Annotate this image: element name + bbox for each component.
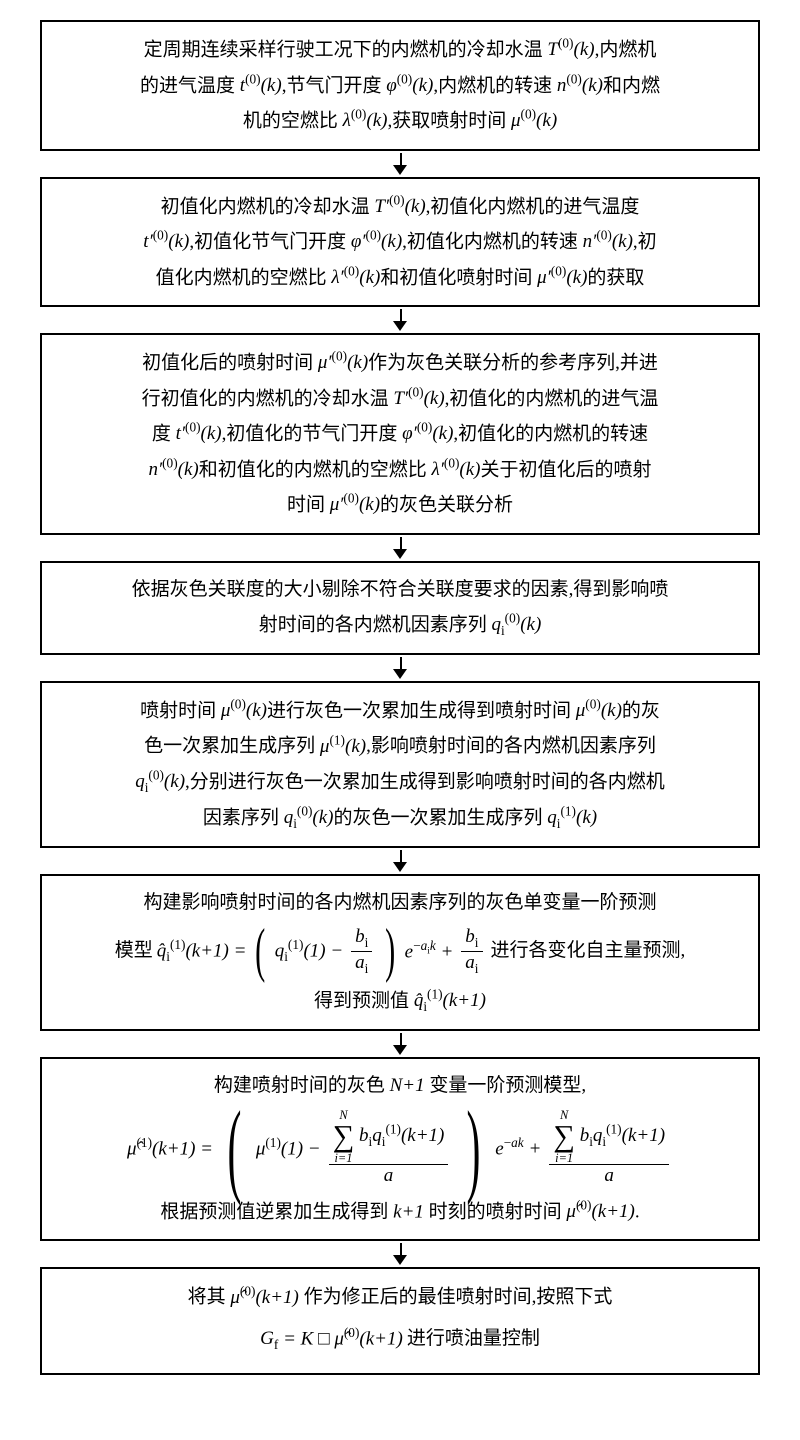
equation: μ̂(1)(k+1) = ( μ(1)(1) − N∑i=1 biqi(1)(k…	[56, 1109, 744, 1188]
text: 根据预测值逆累加生成得到	[160, 1201, 388, 1222]
text: ,初值化的节气门开度	[222, 423, 398, 444]
step-2-box: 初值化内燃机的冷却水温 T′(0)(k),初值化内燃机的进气温度 t′(0)(k…	[40, 177, 760, 308]
text: 射时间的各内燃机因素序列	[259, 614, 487, 635]
sym: μ(0)(k)	[576, 700, 622, 721]
sym: qi(0)(k)	[491, 614, 541, 635]
text: 得到预测值	[314, 990, 409, 1011]
text: 的获取	[587, 267, 644, 288]
text: 的进气温度	[140, 75, 235, 96]
equation: Gf = K □ μ̂(0)(k+1) 进行喷油量控制	[56, 1321, 744, 1357]
text: ,节气门开度	[282, 75, 382, 96]
text: 关于初值化后的喷射	[481, 459, 652, 480]
sym: t(0)(k)	[240, 75, 282, 96]
text: 定周期连续采样行驶工况下的内燃机的冷却水温	[144, 39, 543, 60]
step-8-box: 将其 μ̂(0)(k+1) 作为修正后的最佳喷射时间,按照下式 Gf = K □…	[40, 1267, 760, 1375]
sym: t′(0)(k)	[143, 231, 189, 252]
flowchart-root: 定周期连续采样行驶工况下的内燃机的冷却水温 T(0)(k),内燃机 的进气温度 …	[20, 20, 780, 1375]
step-5-box: 喷射时间 μ(0)(k)进行灰色一次累加生成得到喷射时间 μ(0)(k)的灰 色…	[40, 681, 760, 848]
text: ,内燃机	[595, 39, 657, 60]
text: ,获取喷射时间	[387, 110, 506, 131]
text: ,初值化的内燃机的转速	[453, 423, 648, 444]
sym: μ̂(0)(k+1)	[230, 1287, 298, 1308]
text: 初值化内燃机的冷却水温	[161, 196, 370, 217]
text: 进行灰色一次累加生成得到喷射时间	[267, 700, 571, 721]
sym: n′(0)(k)	[148, 459, 198, 480]
sym: n(0)(k)	[557, 75, 603, 96]
text: 进行各变化自主量预测,	[491, 934, 686, 968]
text: 和初值化喷射时间	[380, 267, 532, 288]
sym: N+1	[390, 1075, 425, 1096]
sym: μ′(0)(k)	[318, 352, 368, 373]
sym: μ(0)(k)	[511, 110, 557, 131]
text: 因素序列	[203, 807, 279, 828]
text: 构建影响喷射时间的各内燃机因素序列的灰色单变量一阶预测	[143, 892, 656, 913]
text: ,分别进行灰色一次累加生成得到影响喷射时间的各内燃机	[185, 771, 665, 792]
sym: k+1	[393, 1201, 424, 1222]
sym: qi(0)(k)	[284, 807, 334, 828]
text: 时间	[287, 494, 325, 515]
text: 将其	[188, 1287, 226, 1308]
text: .	[635, 1201, 640, 1222]
sym: μ(0)(k)	[221, 700, 267, 721]
sym: μ′(0)(k)	[330, 494, 380, 515]
text: ,初值化的内燃机的进气温	[445, 388, 659, 409]
text: 作为灰色关联分析的参考序列,并进	[368, 352, 658, 373]
sym: μ̂(0)(k+1)	[566, 1201, 634, 1222]
text: 时刻的喷射时间	[429, 1201, 562, 1222]
sym: φ′(0)(k)	[351, 231, 402, 252]
sym: μ(1)(k)	[320, 736, 366, 757]
sym: T(0)(k)	[547, 39, 594, 60]
text: ,初值化节气门开度	[189, 231, 346, 252]
text: ,内燃机的转速	[433, 75, 552, 96]
text: 作为修正后的最佳喷射时间,按照下式	[304, 1287, 613, 1308]
sym: φ(0)(k)	[386, 75, 433, 96]
text: 和内燃	[603, 75, 660, 96]
step-4-box: 依据灰色关联度的大小剔除不符合关联度要求的因素,得到影响喷 射时间的各内燃机因素…	[40, 561, 760, 655]
text: 依据灰色关联度的大小剔除不符合关联度要求的因素,得到影响喷	[132, 579, 669, 600]
text: 机的空燃比	[243, 110, 338, 131]
text: 度	[152, 423, 171, 444]
sym: φ′(0)(k)	[402, 423, 453, 444]
text: ,初	[633, 231, 657, 252]
sym: t′(0)(k)	[176, 423, 222, 444]
text: 色一次累加生成序列	[144, 736, 315, 757]
sym: μ′(0)(k)	[537, 267, 587, 288]
text: 的灰色一次累加生成序列	[334, 807, 543, 828]
sym: λ′(0)(k)	[432, 459, 481, 480]
text: 和初值化的内燃机的空燃比	[199, 459, 427, 480]
step-1-box: 定周期连续采样行驶工况下的内燃机的冷却水温 T(0)(k),内燃机 的进气温度 …	[40, 20, 760, 151]
text: 值化内燃机的空燃比	[156, 267, 327, 288]
text: 行初值化的内燃机的冷却水温	[142, 388, 389, 409]
text: 变量一阶预测模型,	[429, 1075, 586, 1096]
step-3-box: 初值化后的喷射时间 μ′(0)(k)作为灰色关联分析的参考序列,并进 行初值化的…	[40, 333, 760, 535]
sym: qi(0)(k)	[135, 771, 185, 792]
text: ,影响喷射时间的各内燃机因素序列	[366, 736, 656, 757]
equation: 模型 q̂i(1)(k+1) = ( qi(1)(1) − biai ) e−a…	[56, 926, 744, 977]
text: 的灰	[622, 700, 660, 721]
text: 模型	[115, 934, 153, 968]
step-7-box: 构建喷射时间的灰色 N+1 变量一阶预测模型, μ̂(1)(k+1) = ( μ…	[40, 1057, 760, 1242]
text: ,初值化内燃机的进气温度	[426, 196, 640, 217]
sym: T′(0)(k)	[374, 196, 425, 217]
text: ,初值化内燃机的转速	[402, 231, 578, 252]
text: 初值化后的喷射时间	[142, 352, 313, 373]
text: 进行喷油量控制	[407, 1322, 540, 1356]
sym: T′(0)(k)	[393, 388, 444, 409]
text: 喷射时间	[140, 700, 216, 721]
text: 的灰色关联分析	[380, 494, 513, 515]
sym: q̂i(1)(k+1)	[414, 990, 486, 1011]
sym: λ′(0)(k)	[331, 267, 380, 288]
sym: λ(0)(k)	[343, 110, 388, 131]
sym: n′(0)(k)	[583, 231, 633, 252]
step-6-box: 构建影响喷射时间的各内燃机因素序列的灰色单变量一阶预测 模型 q̂i(1)(k+…	[40, 874, 760, 1031]
sym: qi(1)(k)	[547, 807, 597, 828]
